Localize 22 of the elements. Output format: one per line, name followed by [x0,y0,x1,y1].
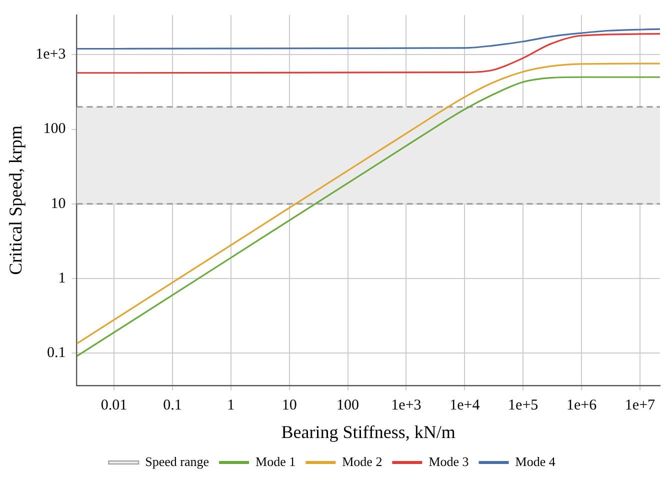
x-tick-label: 0.01 [100,397,128,414]
x-tick-label: 1e+5 [508,397,538,414]
legend-label: Speed range [145,454,210,469]
y-tick-label: 100 [43,121,66,138]
legend-label: Mode 1 [256,454,296,469]
x-tick-label: 1e+6 [566,397,598,414]
x-tick-label: 1e+3 [391,397,422,414]
y-axis-title: Critical Speed, krpm [6,125,26,275]
x-axis-title: Bearing Stiffness, kN/m [281,422,456,442]
y-tick-label: 1 [58,270,66,286]
legend-label: Mode 2 [342,454,382,469]
y-tick-label: 10 [50,196,66,212]
x-tick-label: 100 [336,397,360,414]
x-tick-label: 1 [227,397,235,414]
x-tick-label: 1e+7 [624,397,656,414]
legend-label: Mode 4 [515,454,556,469]
x-tick-label: 10 [282,397,297,414]
y-tick-label: 1e+3 [36,46,66,63]
legend-label: Mode 3 [428,454,469,469]
y-tick-label: 0.1 [46,345,66,362]
x-tick-label: 0.1 [163,397,182,414]
x-tick-label: 1e+4 [450,397,480,414]
